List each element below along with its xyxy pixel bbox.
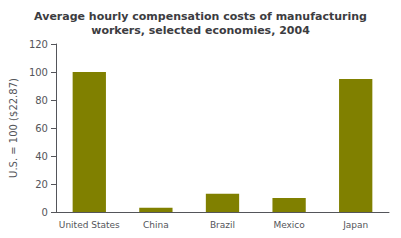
svg-text:120: 120 (29, 39, 48, 50)
svg-text:80: 80 (35, 95, 48, 106)
svg-text:Average hourly compensation co: Average hourly compensation costs of man… (34, 10, 367, 23)
svg-text:United States: United States (59, 220, 120, 230)
svg-text:60: 60 (35, 123, 48, 134)
svg-text:40: 40 (35, 151, 48, 162)
svg-text:China: China (143, 220, 169, 230)
svg-text:Brazil: Brazil (210, 220, 235, 230)
svg-text:Mexico: Mexico (273, 220, 305, 230)
svg-text:Japan: Japan (342, 220, 368, 230)
svg-text:20: 20 (35, 179, 48, 190)
svg-text:U.S. = 100 ($22.87): U.S. = 100 ($22.87) (8, 78, 19, 178)
svg-text:0: 0 (42, 207, 48, 218)
svg-text:100: 100 (29, 67, 48, 78)
svg-text:workers, selected economies, 2: workers, selected economies, 2004 (91, 24, 310, 37)
